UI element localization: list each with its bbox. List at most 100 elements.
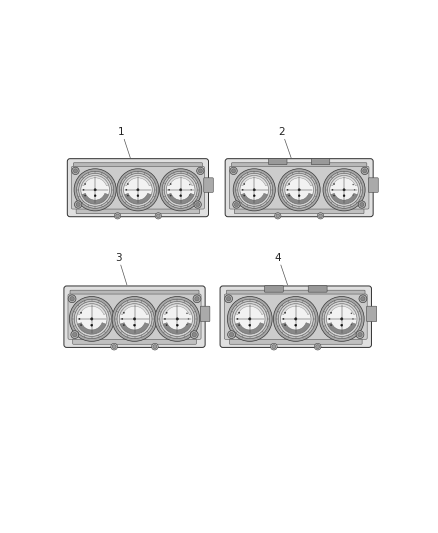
FancyBboxPatch shape (230, 166, 369, 209)
Circle shape (343, 189, 345, 191)
Circle shape (186, 324, 188, 325)
Circle shape (119, 304, 150, 334)
Circle shape (358, 201, 366, 208)
Circle shape (244, 195, 245, 197)
Circle shape (325, 171, 363, 208)
Circle shape (322, 299, 361, 338)
Circle shape (117, 302, 152, 336)
Circle shape (91, 324, 93, 326)
Circle shape (276, 299, 315, 338)
Wedge shape (167, 193, 194, 204)
Circle shape (332, 189, 333, 191)
Wedge shape (163, 304, 191, 314)
Circle shape (319, 296, 364, 341)
FancyBboxPatch shape (311, 159, 330, 165)
Circle shape (237, 318, 238, 320)
FancyBboxPatch shape (70, 290, 199, 297)
Wedge shape (167, 176, 194, 185)
Wedge shape (241, 193, 268, 204)
Circle shape (271, 343, 277, 350)
Wedge shape (282, 304, 310, 314)
Wedge shape (82, 176, 108, 185)
Circle shape (353, 195, 354, 196)
Circle shape (137, 189, 139, 191)
Circle shape (74, 169, 78, 173)
Wedge shape (236, 304, 264, 314)
Wedge shape (286, 176, 312, 185)
Circle shape (72, 167, 79, 174)
Circle shape (275, 213, 281, 219)
Circle shape (166, 324, 167, 326)
Circle shape (80, 324, 82, 326)
Circle shape (162, 171, 199, 208)
Circle shape (316, 345, 320, 349)
Wedge shape (331, 193, 357, 204)
Circle shape (360, 203, 364, 207)
FancyBboxPatch shape (234, 208, 364, 214)
Circle shape (137, 195, 139, 197)
Wedge shape (236, 322, 264, 334)
Circle shape (159, 169, 202, 211)
Circle shape (330, 312, 332, 313)
Circle shape (170, 183, 172, 185)
Circle shape (236, 171, 273, 208)
Circle shape (356, 330, 364, 338)
Circle shape (278, 302, 313, 336)
Circle shape (298, 189, 300, 191)
Circle shape (79, 173, 112, 206)
Circle shape (242, 189, 244, 191)
Circle shape (351, 324, 352, 325)
Circle shape (91, 318, 93, 320)
FancyBboxPatch shape (225, 159, 373, 217)
FancyBboxPatch shape (268, 159, 287, 165)
Circle shape (74, 201, 82, 208)
Circle shape (121, 173, 154, 206)
Circle shape (238, 173, 271, 206)
Circle shape (328, 173, 360, 206)
Circle shape (124, 175, 152, 204)
Wedge shape (241, 176, 268, 185)
Circle shape (225, 295, 233, 303)
Circle shape (112, 345, 116, 349)
Circle shape (117, 169, 159, 211)
Wedge shape (163, 322, 191, 334)
Circle shape (287, 189, 288, 191)
Circle shape (284, 324, 286, 326)
FancyBboxPatch shape (224, 294, 367, 340)
Circle shape (68, 295, 76, 303)
FancyBboxPatch shape (231, 163, 367, 169)
Wedge shape (82, 193, 108, 204)
Wedge shape (282, 322, 310, 334)
Circle shape (73, 333, 77, 337)
Circle shape (361, 167, 368, 174)
Circle shape (340, 318, 343, 320)
Circle shape (133, 318, 136, 320)
Circle shape (288, 183, 290, 185)
Wedge shape (120, 322, 148, 334)
Circle shape (94, 189, 96, 191)
Circle shape (121, 318, 123, 320)
Wedge shape (328, 322, 356, 334)
Circle shape (193, 295, 201, 303)
Circle shape (116, 214, 120, 217)
Circle shape (244, 183, 245, 185)
Wedge shape (78, 322, 106, 334)
Circle shape (280, 304, 311, 334)
FancyBboxPatch shape (226, 290, 365, 297)
Circle shape (127, 195, 129, 197)
Circle shape (123, 312, 125, 313)
Circle shape (330, 324, 332, 326)
Circle shape (170, 195, 172, 197)
FancyBboxPatch shape (76, 208, 200, 214)
Circle shape (186, 312, 188, 314)
FancyBboxPatch shape (200, 306, 210, 321)
Circle shape (253, 195, 255, 197)
Circle shape (70, 296, 74, 301)
Circle shape (232, 302, 267, 336)
Circle shape (180, 189, 182, 191)
Circle shape (298, 195, 300, 197)
Circle shape (166, 312, 167, 313)
Circle shape (191, 189, 192, 190)
Circle shape (285, 175, 314, 204)
Circle shape (158, 299, 197, 338)
